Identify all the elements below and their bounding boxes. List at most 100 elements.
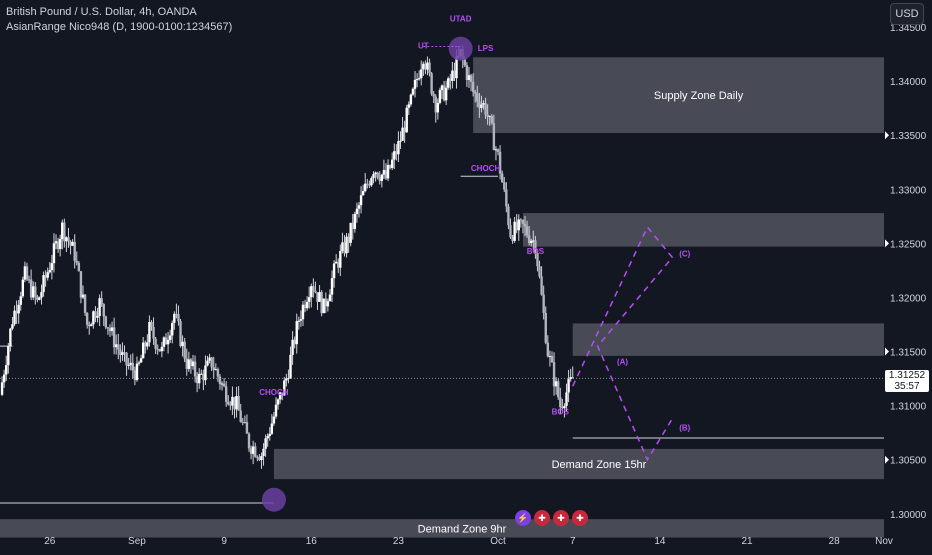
candle-body[interactable] bbox=[90, 324, 93, 327]
zone-rect[interactable] bbox=[0, 519, 884, 538]
candle-body[interactable] bbox=[559, 397, 562, 408]
candle-body[interactable] bbox=[206, 360, 209, 366]
candle-body[interactable] bbox=[347, 236, 350, 243]
zone-rect[interactable] bbox=[273, 448, 884, 480]
candle-body[interactable] bbox=[266, 436, 269, 439]
candle-body[interactable] bbox=[322, 298, 325, 314]
candle-body[interactable] bbox=[484, 103, 487, 115]
candle-body[interactable] bbox=[117, 344, 120, 350]
candle-body[interactable] bbox=[442, 85, 446, 101]
candle-body[interactable] bbox=[254, 446, 257, 457]
candle-body[interactable] bbox=[482, 103, 485, 105]
candle-body[interactable] bbox=[287, 378, 290, 380]
candle-body[interactable] bbox=[283, 380, 286, 396]
candle-body[interactable] bbox=[38, 297, 41, 300]
candle-body[interactable] bbox=[104, 316, 108, 328]
candle-body[interactable] bbox=[237, 395, 240, 411]
candle-body[interactable] bbox=[293, 339, 296, 345]
candle-body[interactable] bbox=[100, 298, 103, 305]
candle-body[interactable] bbox=[355, 208, 359, 214]
candle-body[interactable] bbox=[532, 240, 535, 242]
candle-body[interactable] bbox=[399, 140, 402, 142]
candle-body[interactable] bbox=[388, 165, 392, 168]
candle-body[interactable] bbox=[0, 382, 4, 395]
candle-body[interactable] bbox=[183, 341, 186, 359]
candle-body[interactable] bbox=[52, 243, 56, 264]
candle-body[interactable] bbox=[521, 219, 525, 224]
candle-body[interactable] bbox=[239, 410, 242, 422]
candle-body[interactable] bbox=[187, 359, 191, 369]
candle-body[interactable] bbox=[193, 361, 197, 377]
candle-body[interactable] bbox=[548, 355, 552, 357]
candle-body[interactable] bbox=[112, 327, 116, 348]
candle-body[interactable] bbox=[511, 237, 514, 241]
candle-body[interactable] bbox=[415, 78, 419, 80]
candle-body[interactable] bbox=[135, 363, 139, 381]
candle-body[interactable] bbox=[349, 222, 352, 243]
zone-rect[interactable] bbox=[572, 323, 884, 356]
candle-body[interactable] bbox=[370, 178, 373, 186]
candle-body[interactable] bbox=[407, 104, 410, 108]
candle-body[interactable] bbox=[550, 355, 554, 363]
annotation-label[interactable]: UT bbox=[418, 42, 429, 51]
candle-body[interactable] bbox=[357, 205, 361, 209]
candle-body[interactable] bbox=[262, 448, 265, 456]
candle-body[interactable] bbox=[54, 241, 58, 244]
candle-body[interactable] bbox=[2, 374, 6, 383]
candle-body[interactable] bbox=[527, 235, 531, 244]
candle-body[interactable] bbox=[498, 151, 502, 174]
candle-body[interactable] bbox=[295, 321, 298, 345]
candle-body[interactable] bbox=[58, 238, 62, 250]
annotation-label[interactable]: BOS bbox=[552, 407, 570, 416]
candle-body[interactable] bbox=[264, 438, 267, 449]
candle-body[interactable] bbox=[289, 354, 292, 379]
candle-body[interactable] bbox=[276, 399, 280, 405]
candle-body[interactable] bbox=[538, 266, 541, 277]
candle-body[interactable] bbox=[222, 383, 226, 387]
candle-body[interactable] bbox=[56, 241, 60, 250]
candle-body[interactable] bbox=[249, 448, 253, 454]
candle-body[interactable] bbox=[471, 81, 475, 92]
candle-body[interactable] bbox=[241, 421, 244, 423]
annotation-label[interactable]: (B) bbox=[679, 423, 690, 432]
candle-body[interactable] bbox=[224, 386, 228, 402]
candle-body[interactable] bbox=[88, 324, 91, 327]
highlight-circle[interactable] bbox=[448, 36, 473, 61]
candle-body[interactable] bbox=[77, 262, 81, 272]
candle-body[interactable] bbox=[409, 94, 413, 105]
candle-body[interactable] bbox=[480, 104, 483, 108]
candle-body[interactable] bbox=[123, 352, 126, 354]
candle-body[interactable] bbox=[426, 62, 429, 70]
candle-body[interactable] bbox=[168, 335, 172, 340]
candle-body[interactable] bbox=[158, 349, 161, 352]
candle-body[interactable] bbox=[434, 96, 437, 113]
candle-body[interactable] bbox=[85, 312, 89, 325]
candle-body[interactable] bbox=[330, 278, 334, 295]
candle-body[interactable] bbox=[92, 311, 95, 325]
candle-body[interactable] bbox=[320, 292, 323, 314]
candle-body[interactable] bbox=[361, 191, 365, 196]
candle-body[interactable] bbox=[25, 266, 29, 280]
candle-body[interactable] bbox=[154, 338, 157, 349]
candle-body[interactable] bbox=[137, 362, 141, 364]
candle-body[interactable] bbox=[67, 237, 70, 242]
candle-body[interactable] bbox=[494, 149, 498, 151]
candle-body[interactable] bbox=[438, 90, 442, 103]
uk-flag-icon[interactable]: ✚ bbox=[534, 510, 550, 526]
candle-body[interactable] bbox=[474, 91, 477, 94]
candle-body[interactable] bbox=[359, 195, 363, 206]
candle-body[interactable] bbox=[29, 279, 33, 298]
candle-body[interactable] bbox=[131, 362, 135, 371]
candle-body[interactable] bbox=[32, 286, 35, 298]
candle-body[interactable] bbox=[505, 189, 508, 207]
candle-body[interactable] bbox=[305, 301, 309, 309]
candle-body[interactable] bbox=[449, 78, 452, 81]
candle-body[interactable] bbox=[115, 344, 118, 348]
candle-body[interactable] bbox=[40, 291, 43, 298]
candle-body[interactable] bbox=[44, 275, 47, 278]
candle-body[interactable] bbox=[156, 348, 159, 350]
candle-body[interactable] bbox=[102, 304, 105, 317]
candle-body[interactable] bbox=[492, 123, 496, 151]
candle-body[interactable] bbox=[337, 261, 340, 268]
candle-body[interactable] bbox=[420, 69, 423, 79]
